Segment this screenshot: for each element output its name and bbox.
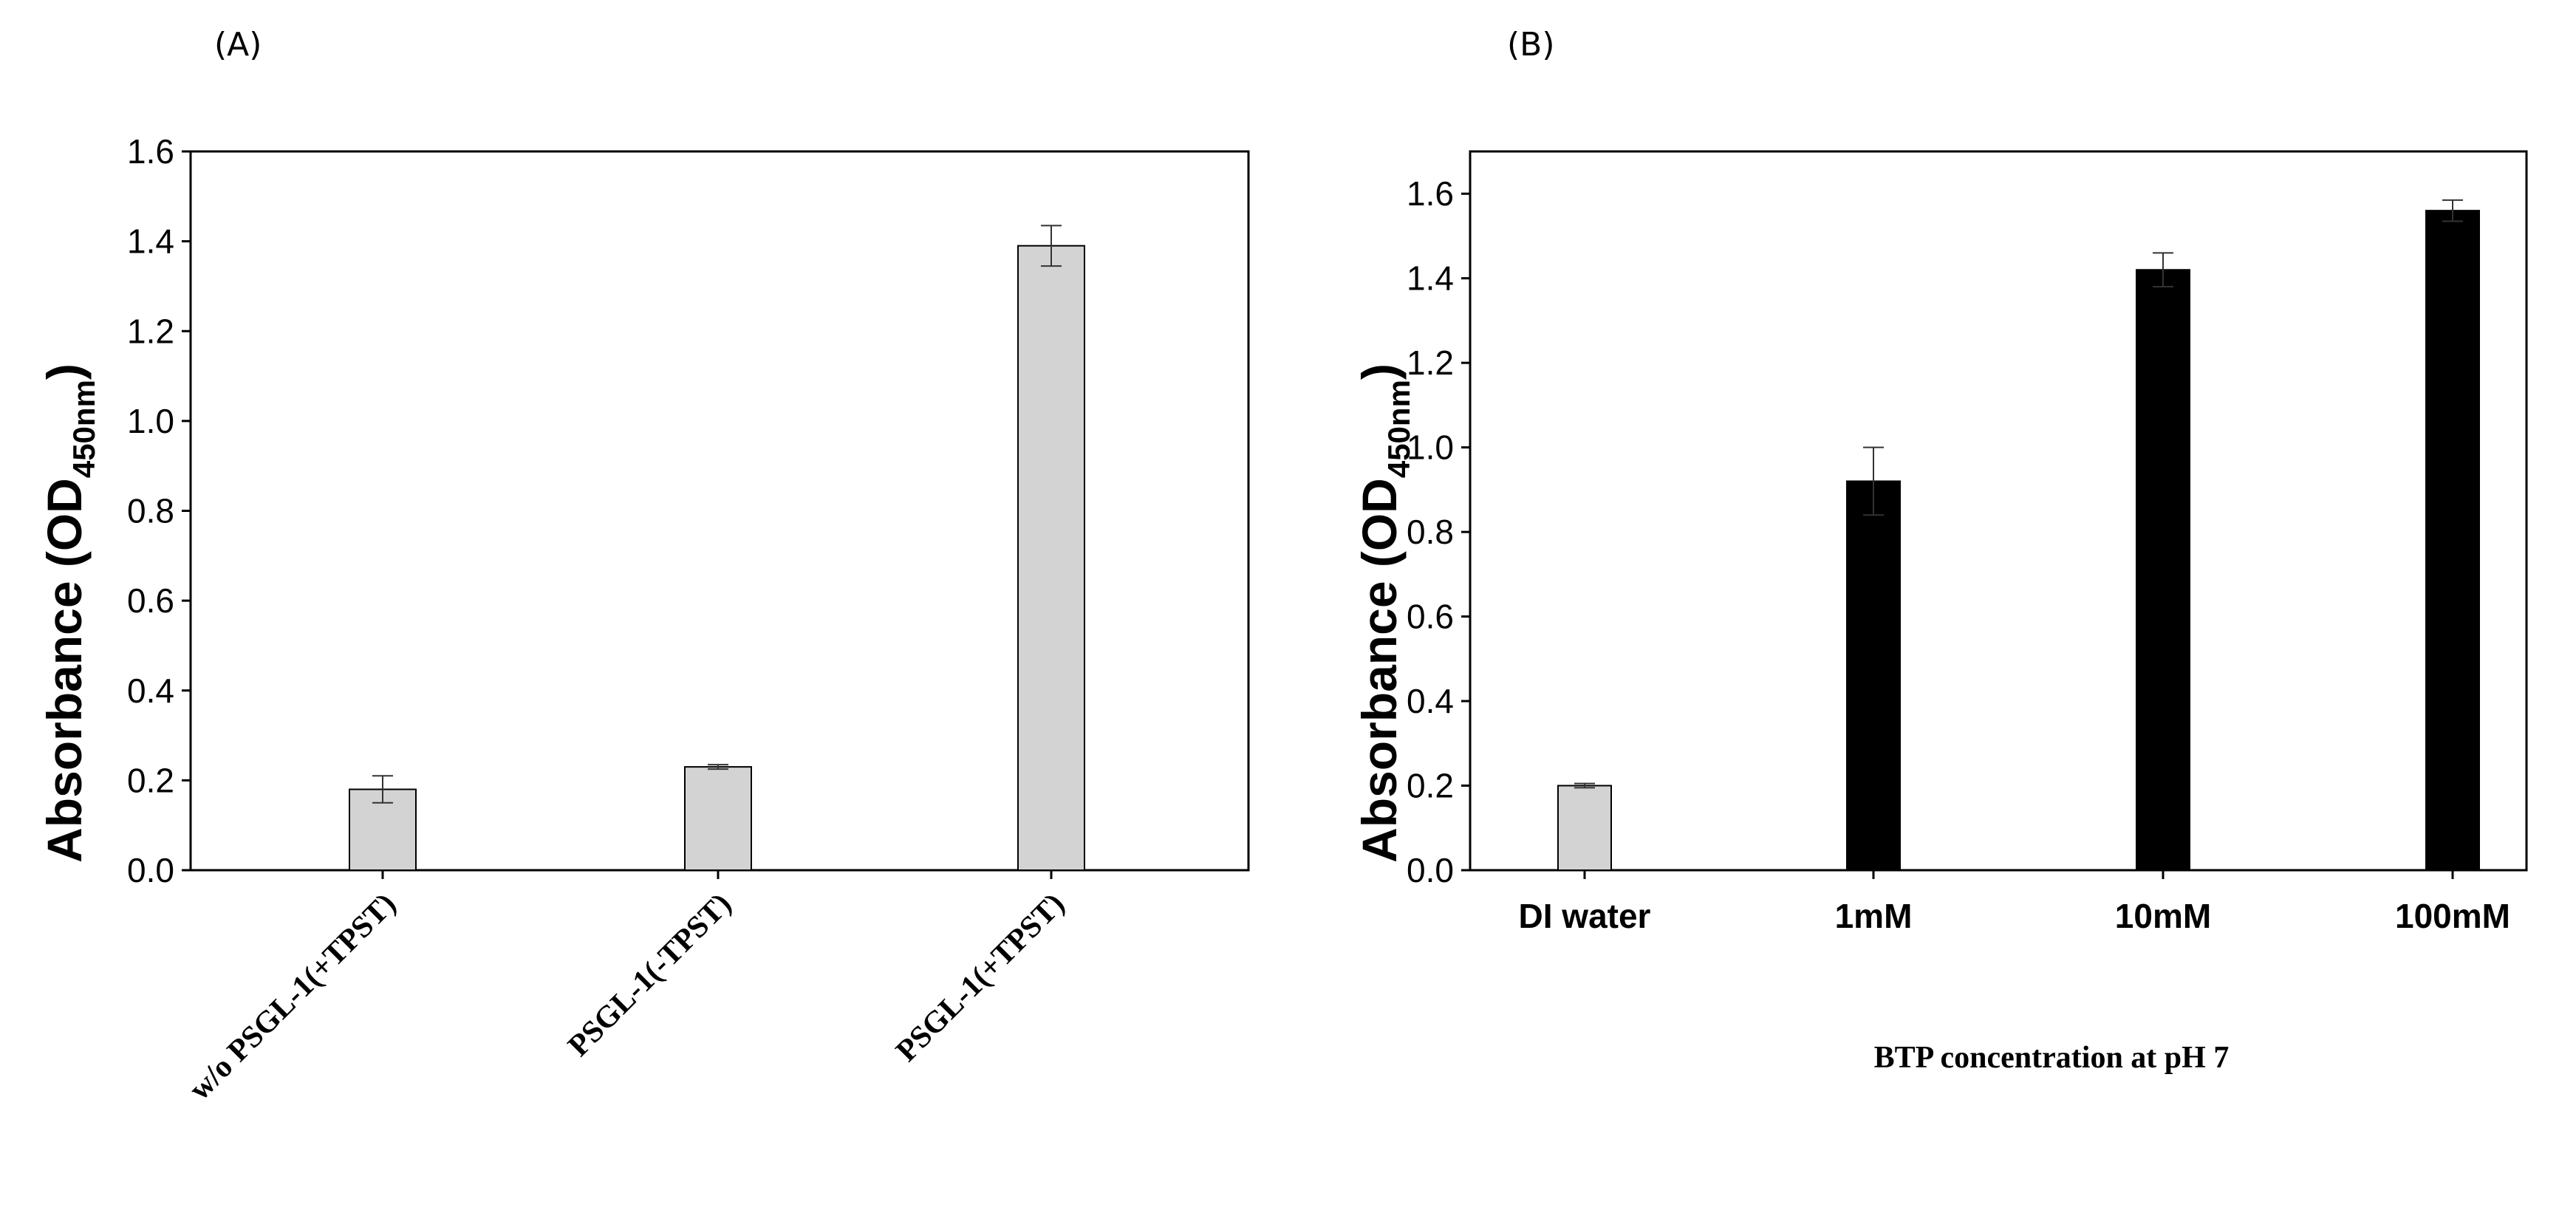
chart-a-y-tick-label: 0.8 (127, 492, 174, 530)
y-axis-label-a: Absorbance (OD450nm) (37, 363, 101, 863)
chart-b-y-tick-label: 1.2 (1407, 343, 1454, 382)
chart-b-bar (2136, 269, 2190, 871)
chart-a-y-tick-label: 1.0 (127, 402, 174, 440)
chart-a-svg: (A) Absorbance (OD450nm) 0.0 0.2 0.4 0.6 0.8… (37, 26, 1250, 1107)
chart-b-bar (1557, 785, 1612, 872)
chart-a-x-tick-label: PSGL-1(+TPST) (889, 887, 1071, 1069)
chart-a-y-tick-label: 1.4 (127, 222, 174, 261)
chart-b-y-tick-label: 0.2 (1407, 767, 1454, 805)
panel-label-a: (A) (214, 26, 262, 64)
chart-b-plot-frame (1469, 150, 2528, 872)
chart-b-y-tick-label: 0.0 (1407, 851, 1454, 889)
chart-b-x-tick-label: 1mM (1835, 897, 1913, 935)
chart-b-y-tick-label: 0.8 (1407, 513, 1454, 551)
chart-a-y-tick-label: 0.0 (127, 851, 174, 889)
chart-a-y-tick-label: 1.6 (127, 132, 174, 171)
plot-area-a: 0.0 0.2 0.4 0.6 0.8 1.0 1.2 1.4 1.6 w/o PSGL-1(+T… (127, 132, 1250, 1107)
chart-a-plot-frame (189, 150, 1250, 872)
chart-b-y-tick-label: 1.4 (1407, 259, 1454, 298)
chart-b-svg: (B) Absorbance (OD450nm) 0.0 0.2 0.4 0.6 0.8… (1352, 26, 2528, 1075)
chart-b-x-tick-label: 10mM (2115, 897, 2211, 935)
chart-b-y-tick-label: 1.6 (1407, 174, 1454, 213)
chart-a-y-tick-label: 0.2 (127, 761, 174, 799)
chart-b-x-tick-label: 100mM (2395, 897, 2510, 935)
chart-a-y-tick-label: 0.4 (127, 671, 174, 710)
chart-panel-a: (A) Absorbance (OD450nm) 0.0 0.2 0.4 0.6 0.8… (0, 0, 1256, 1206)
x-axis-label-b: BTP concentration at pH 7 (1874, 1041, 2230, 1075)
chart-a-bar (684, 766, 752, 871)
chart-b-y-tick-label: 0.6 (1407, 598, 1454, 636)
plot-area-b: 0.0 0.2 0.4 0.6 0.8 1.0 1.2 1.4 1.6 DI water 1mM 10… (1407, 150, 2528, 935)
chart-a-x-tick-label: w/o PSGL-1(+TPST) (182, 887, 403, 1107)
chart-b-y-tick-label: 1.0 (1407, 428, 1454, 467)
svg-text:Absorbance (OD450nm): Absorbance (OD450nm) (1352, 363, 1416, 863)
svg-text:Absorbance (OD450nm): Absorbance (OD450nm) (37, 363, 101, 863)
panel-label-b: (B) (1507, 26, 1555, 64)
chart-b-bar (2425, 210, 2480, 872)
chart-b-y-tick-label: 0.4 (1407, 682, 1454, 720)
y-axis-label-b: Absorbance (OD450nm) (1352, 363, 1416, 863)
chart-a-bar (1017, 245, 1085, 871)
chart-b-x-tick-label: DI water (1519, 897, 1651, 935)
chart-a-x-tick-label: PSGL-1(-TPST) (561, 887, 738, 1064)
chart-a-y-tick-label: 0.6 (127, 581, 174, 620)
chart-panel-b: (B) Absorbance (OD450nm) 0.0 0.2 0.4 0.6 0.8… (1256, 0, 2576, 1206)
chart-b-bar (1846, 480, 1901, 871)
chart-a-y-tick-label: 1.2 (127, 312, 174, 350)
